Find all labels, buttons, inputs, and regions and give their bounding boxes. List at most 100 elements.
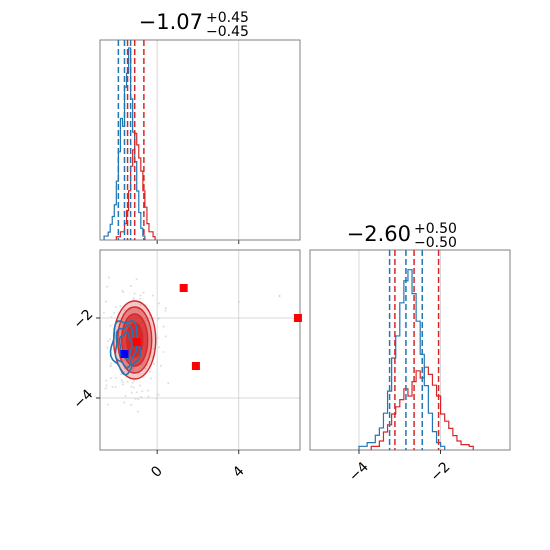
sample-point: [123, 401, 126, 404]
sample-point: [109, 364, 112, 367]
sample-point: [134, 397, 137, 400]
sample-point: [105, 379, 108, 382]
sample-point: [110, 362, 113, 365]
sample-point: [139, 384, 142, 387]
sample-point: [140, 395, 143, 398]
sample-point: [130, 391, 133, 394]
sample-point: [158, 302, 161, 305]
sample-point: [122, 383, 125, 386]
hist-panel-2: −4 −2 −2.60 +0.50 −0.50: [309, 221, 511, 485]
sample-point: [121, 381, 124, 384]
sample-point: [120, 373, 123, 376]
sample-point: [131, 367, 134, 370]
ticks-hist-2: −4 −2: [346, 450, 454, 485]
sample-point: [123, 309, 126, 312]
grid-joint: [100, 250, 300, 450]
sample-point: [130, 385, 133, 388]
grid-hist-1: [156, 40, 240, 244]
ticks-joint: 0 4 −2 −4: [70, 306, 247, 480]
sample-point: [162, 350, 165, 353]
sample-point: [164, 309, 167, 312]
sample-point: [113, 311, 116, 314]
red-square-marker: [179, 284, 188, 292]
sample-point: [158, 346, 161, 349]
title-plus-1: +0.45: [206, 10, 249, 26]
sample-point: [132, 369, 135, 372]
hist-series-blue-2: [358, 269, 446, 450]
sample-point: [123, 359, 126, 362]
sample-point: [119, 305, 122, 308]
sample-point: [133, 292, 136, 295]
sample-point: [105, 384, 108, 387]
sample-point: [157, 317, 160, 320]
sample-point: [132, 386, 135, 389]
sample-point: [151, 294, 154, 297]
sample-point: [107, 276, 110, 279]
sample-point: [106, 285, 109, 288]
sample-point: [132, 298, 135, 301]
sample-point: [106, 346, 109, 349]
sample-point: [144, 367, 147, 370]
sample-point: [237, 301, 240, 303]
hist-series-red-1: [115, 132, 156, 240]
sample-point: [137, 398, 140, 401]
marks-hist-1: [103, 40, 156, 240]
tick-label-joint-x: 4: [230, 463, 248, 481]
sample-point: [129, 284, 132, 287]
sample-point: [107, 340, 110, 343]
sample-point: [114, 385, 117, 388]
tick-label-joint-x: 0: [148, 463, 166, 481]
sample-point: [146, 389, 149, 392]
sample-point: [102, 311, 105, 314]
sample-point: [125, 370, 128, 373]
sample-point: [124, 394, 127, 397]
tick-label-hist-2: −4: [346, 459, 372, 485]
marks-joint: [102, 276, 281, 413]
sample-point: [162, 325, 165, 328]
sample-point: [109, 337, 112, 340]
sample-point: [109, 377, 112, 380]
sample-point: [164, 335, 167, 338]
title-median-1: −1.07: [139, 10, 203, 34]
sample-point: [142, 291, 145, 294]
density-contour-blue: [109, 320, 142, 377]
frame-joint: [99, 249, 301, 451]
sample-point: [135, 278, 138, 281]
sample-point: [141, 390, 144, 393]
sample-point: [130, 403, 133, 406]
sample-point: [147, 395, 150, 398]
tick-label-joint-y: −4: [70, 386, 96, 412]
red-square-marker: [191, 362, 200, 370]
sample-point: [120, 379, 123, 382]
joint-panel: 0 4 −2 −4: [70, 249, 302, 481]
frame-hist-2: [309, 249, 511, 451]
sample-point: [111, 385, 114, 388]
sample-point: [139, 294, 142, 297]
sample-point: [155, 397, 158, 400]
title-median-2: −2.60: [347, 222, 411, 246]
sample-point: [278, 295, 281, 297]
sample-point: [152, 347, 155, 350]
density-contour-blue: [118, 330, 134, 361]
sample-point: [114, 377, 117, 380]
sample-point: [139, 303, 142, 306]
sample-point: [114, 306, 117, 309]
sample-point: [143, 360, 146, 363]
sample-point: [110, 316, 113, 319]
sample-point: [121, 289, 124, 292]
sample-point: [104, 387, 107, 390]
markers-joint: [120, 284, 302, 370]
sample-point: [126, 380, 129, 383]
sample-point: [133, 379, 136, 382]
sample-point: [125, 365, 128, 368]
marks-hist-2: [358, 250, 474, 450]
red-square-marker: [293, 314, 302, 322]
sample-point: [164, 307, 167, 310]
sample-point: [144, 319, 147, 322]
sample-point: [156, 337, 159, 340]
frame-hist-1: [99, 39, 301, 241]
sample-point: [148, 370, 151, 373]
hist-panel-1: −1.07 +0.45 −0.45: [99, 10, 301, 244]
tick-label-hist-2: −2: [428, 459, 454, 485]
